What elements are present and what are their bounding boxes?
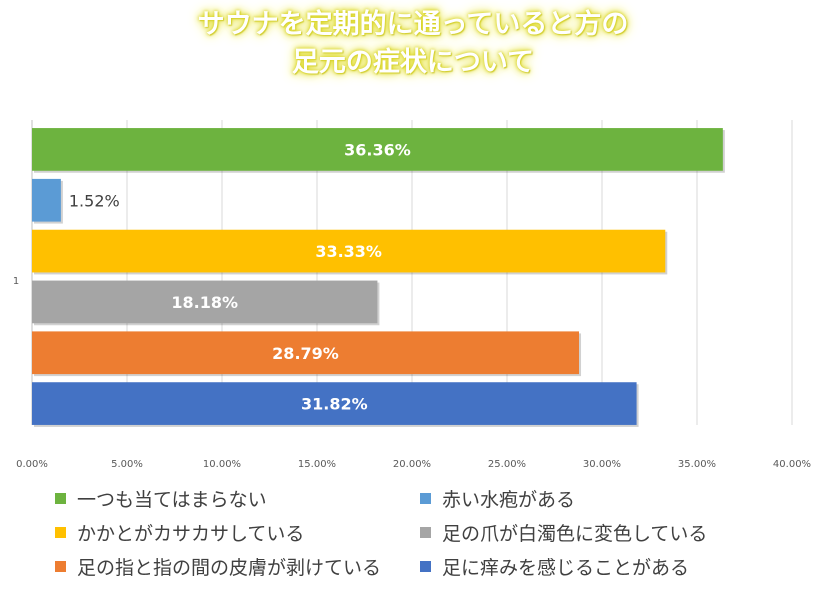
- legend-item: 足の指と指の間の皮膚が剥けている: [55, 553, 381, 580]
- legend-label: 足の爪が白濁色に変色している: [442, 523, 708, 545]
- bar-data-label: 36.36%: [344, 140, 411, 159]
- x-tick-label: 30.00%: [583, 459, 621, 470]
- legend-label: 一つも当てはまらない: [77, 489, 267, 511]
- legend-label: 足に痒みを感じることがある: [442, 557, 690, 579]
- legend-item: 足に痒みを感じることがある: [420, 553, 689, 580]
- bar: [32, 331, 580, 375]
- x-tick-label: 15.00%: [298, 459, 336, 470]
- x-tick-label: 40.00%: [773, 459, 811, 470]
- chart-title-line-1: サウナを定期的に通っていると方の: [197, 9, 629, 40]
- bar: [32, 229, 666, 273]
- y-category-label: 1: [13, 276, 19, 287]
- legend-swatch: [420, 561, 431, 572]
- x-tick-label: 25.00%: [488, 459, 526, 470]
- legend-label: かかとがカサカサしている: [77, 523, 305, 545]
- chart-title-line-2: 足元の症状について: [291, 47, 535, 78]
- bar: [32, 178, 61, 222]
- bar-data-label: 18.18%: [171, 293, 238, 312]
- chart-title: サウナを定期的に通っていると方の 足元の症状について: [0, 6, 826, 82]
- bar-data-label: 1.52%: [69, 191, 120, 210]
- legend-item: かかとがカサカサしている: [55, 519, 304, 546]
- x-tick-label: 0.00%: [16, 459, 48, 470]
- legend-item: 一つも当てはまらない: [55, 485, 267, 512]
- bar-chart: 0.00% 5.00% 10.00% 15.00% 20.00% 25.00% 30.00%…: [13, 120, 811, 470]
- legend-swatch: [420, 493, 431, 504]
- legend-swatch: [420, 527, 431, 538]
- legend-item: 赤い水疱がある: [420, 485, 575, 512]
- legend-label: 赤い水疱がある: [442, 489, 576, 511]
- legend-item: 足の爪が白濁色に変色している: [420, 519, 707, 546]
- bar-data-label: 31.82%: [301, 395, 368, 414]
- x-tick-label: 5.00%: [111, 459, 143, 470]
- x-tick-label: 20.00%: [393, 459, 431, 470]
- bar: [32, 382, 637, 425]
- bar: [32, 128, 723, 171]
- x-tick-label: 10.00%: [203, 459, 241, 470]
- bar-data-label: 33.33%: [315, 242, 382, 261]
- legend: 一つも当てはまらない 赤い水疱があるかかとがカサカサしている 足の爪が白濁色に変色し…: [0, 482, 826, 592]
- legend-swatch: [55, 493, 66, 504]
- legend-label: 足の指と指の間の皮膚が剥けている: [77, 557, 382, 579]
- legend-swatch: [55, 527, 66, 538]
- bar: [32, 280, 378, 324]
- x-tick-label: 35.00%: [678, 459, 716, 470]
- bar-data-label: 28.79%: [272, 344, 339, 363]
- legend-swatch: [55, 561, 66, 572]
